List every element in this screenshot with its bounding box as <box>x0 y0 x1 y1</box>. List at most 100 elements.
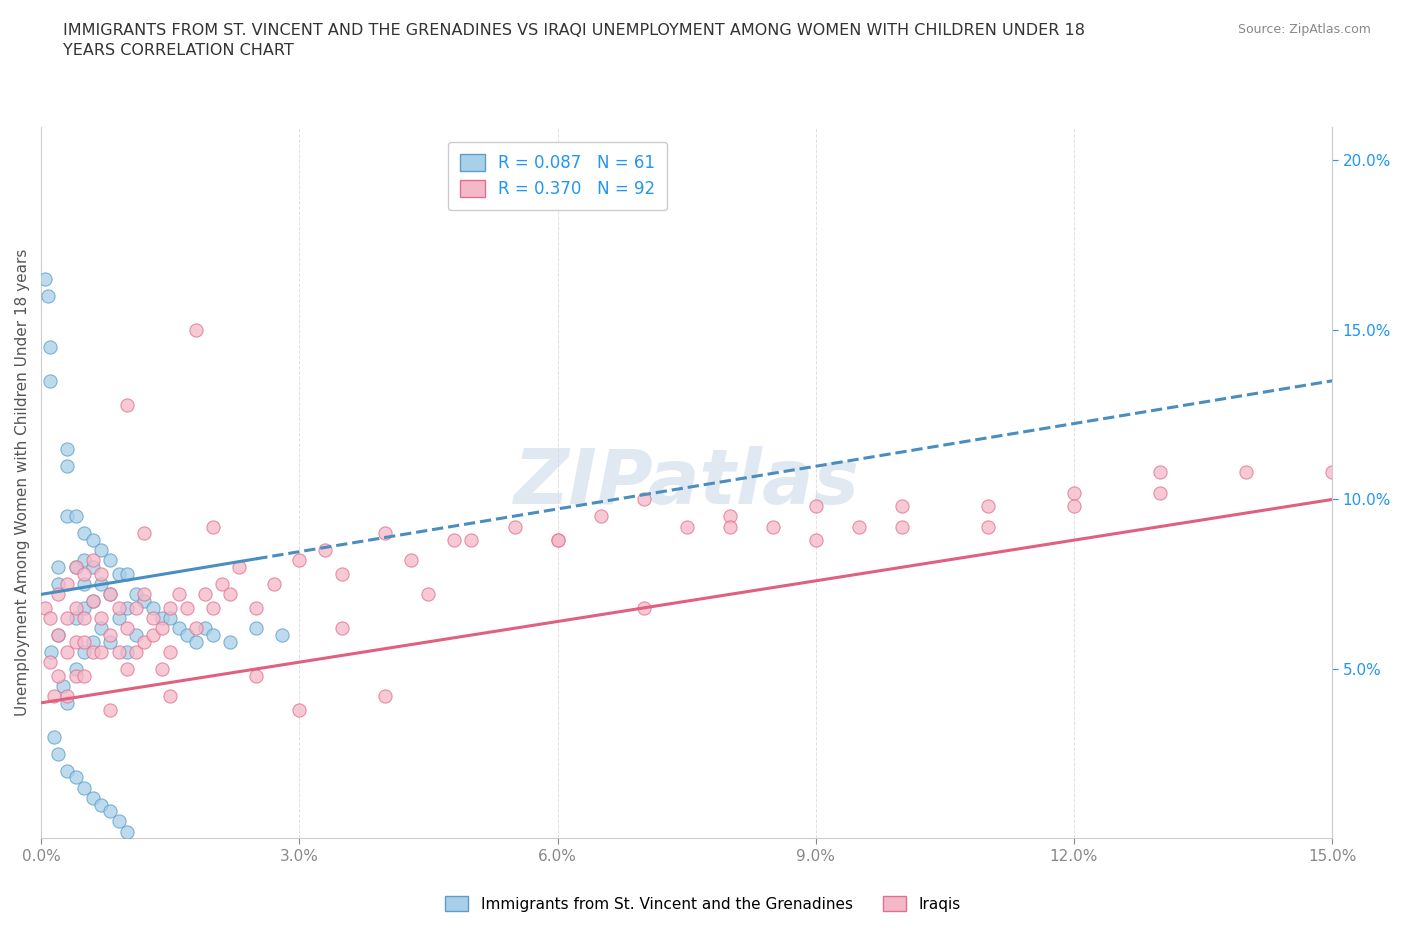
Point <box>65 661 87 676</box>
Point <box>65 560 87 575</box>
Point <box>42 729 65 744</box>
Point <box>90 577 112 591</box>
Point <box>202 628 225 643</box>
Point <box>159 611 181 626</box>
Point <box>73 601 96 616</box>
Point <box>1322 465 1344 480</box>
Point <box>56 441 79 456</box>
Point <box>65 560 87 575</box>
Point <box>125 587 148 602</box>
Point <box>82 560 104 575</box>
Point <box>52 679 75 694</box>
Point <box>56 696 79 711</box>
Point <box>73 577 96 591</box>
Point <box>38 655 60 670</box>
Point <box>73 634 96 649</box>
Point <box>142 611 165 626</box>
Point <box>34 272 56 286</box>
Point <box>314 543 336 558</box>
Point <box>73 566 96 581</box>
Point <box>65 634 87 649</box>
Point <box>890 498 912 513</box>
Point <box>90 621 112 636</box>
Point <box>443 533 465 548</box>
Point <box>134 526 156 541</box>
Point <box>46 669 69 684</box>
Point <box>98 587 121 602</box>
Point <box>332 621 354 636</box>
Point <box>211 577 233 591</box>
Point <box>56 458 79 473</box>
Point <box>73 553 96 568</box>
Legend: Immigrants from St. Vincent and the Grenadines, Iraqis: Immigrants from St. Vincent and the Gren… <box>439 889 967 918</box>
Point <box>134 634 156 649</box>
Point <box>82 533 104 548</box>
Point <box>115 601 138 616</box>
Point <box>125 628 148 643</box>
Point <box>107 601 129 616</box>
Point <box>977 498 1000 513</box>
Point <box>176 601 198 616</box>
Point <box>418 587 440 602</box>
Point <box>65 509 87 524</box>
Point <box>228 560 250 575</box>
Point <box>460 533 482 548</box>
Point <box>1149 485 1171 500</box>
Point <box>41 644 63 659</box>
Point <box>56 764 79 778</box>
Point <box>90 644 112 659</box>
Point <box>46 577 69 591</box>
Point <box>245 621 267 636</box>
Point <box>46 587 69 602</box>
Point <box>589 509 612 524</box>
Point <box>159 688 181 703</box>
Point <box>547 533 569 548</box>
Text: ZIPatlas: ZIPatlas <box>513 445 859 520</box>
Point <box>115 566 138 581</box>
Point <box>42 688 65 703</box>
Text: Source: ZipAtlas.com: Source: ZipAtlas.com <box>1237 23 1371 36</box>
Point <box>150 611 173 626</box>
Point <box>46 628 69 643</box>
Point <box>73 669 96 684</box>
Point <box>503 519 526 534</box>
Point <box>34 601 56 616</box>
Point <box>245 601 267 616</box>
Point <box>38 373 60 388</box>
Point <box>804 533 827 548</box>
Point <box>176 628 198 643</box>
Point <box>115 661 138 676</box>
Point <box>184 621 207 636</box>
Point <box>374 688 396 703</box>
Point <box>332 566 354 581</box>
Point <box>115 621 138 636</box>
Point <box>288 553 311 568</box>
Point <box>65 669 87 684</box>
Point <box>46 560 69 575</box>
Point <box>804 498 827 513</box>
Point <box>73 780 96 795</box>
Point <box>90 566 112 581</box>
Point <box>219 634 242 649</box>
Point <box>150 621 173 636</box>
Point <box>115 397 138 412</box>
Point <box>82 553 104 568</box>
Point <box>194 621 217 636</box>
Point <box>194 587 217 602</box>
Point <box>1149 465 1171 480</box>
Legend: R = 0.087   N = 61, R = 0.370   N = 92: R = 0.087 N = 61, R = 0.370 N = 92 <box>449 142 666 210</box>
Point <box>167 587 190 602</box>
Point <box>56 644 79 659</box>
Point <box>202 601 225 616</box>
Point <box>134 593 156 608</box>
Point <box>56 577 79 591</box>
Point <box>150 661 173 676</box>
Point <box>219 587 242 602</box>
Point <box>98 804 121 818</box>
Point <box>142 628 165 643</box>
Point <box>90 797 112 812</box>
Point <box>184 323 207 338</box>
Point <box>977 519 1000 534</box>
Y-axis label: Unemployment Among Women with Children Under 18 years: Unemployment Among Women with Children U… <box>15 249 30 716</box>
Point <box>98 634 121 649</box>
